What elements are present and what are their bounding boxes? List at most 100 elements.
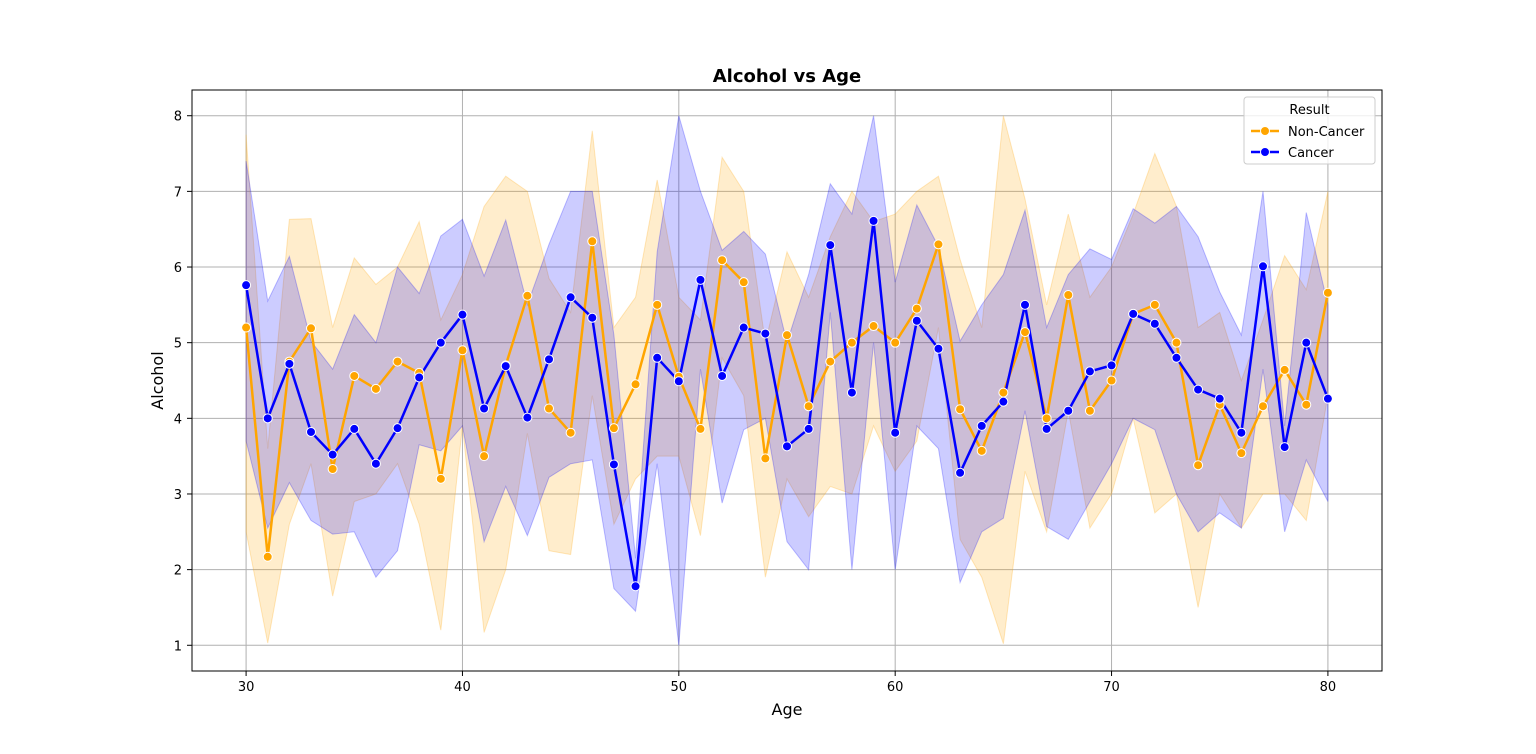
cancer-point (457, 309, 468, 320)
cancer-point (349, 423, 360, 434)
non-cancer-point (1063, 290, 1074, 301)
cancer-point (522, 412, 533, 423)
cancer-confidence-band (245, 115, 1329, 646)
non-cancer-point (1236, 448, 1247, 459)
cancer-legend-marker (1260, 147, 1270, 157)
non-cancer-point (652, 299, 663, 310)
non-cancer-point (1258, 401, 1268, 412)
cancer-point (500, 361, 511, 372)
x-axis-label: Age (772, 700, 803, 719)
plot-frame (191, 89, 1383, 672)
non-cancer-point (890, 337, 901, 348)
cancer-point (306, 426, 316, 437)
x-tick-label: 50 (671, 680, 688, 695)
cancer-point (284, 358, 295, 369)
non-cancer-point (262, 551, 273, 562)
non-cancer-point (1171, 337, 1182, 348)
y-tick-label: 7 (174, 185, 182, 200)
non-cancer-point (327, 464, 338, 475)
non-cancer-point (457, 345, 468, 356)
non-cancer-point (1020, 327, 1030, 338)
non-cancer-point (349, 370, 360, 381)
cancer-point (479, 403, 490, 414)
cancer-point (933, 343, 944, 354)
cancer-point (1106, 360, 1117, 371)
non-cancer-point (1084, 405, 1095, 416)
non-cancer-point (1041, 413, 1052, 424)
y-tick-label: 3 (174, 488, 182, 503)
y-tick-label: 4 (174, 412, 182, 427)
legend: Result Non-Cancer Cancer (1243, 96, 1376, 165)
non-cancer-point (803, 401, 814, 412)
cancer-point (1084, 366, 1095, 377)
cancer-point (544, 354, 554, 365)
cancer-point (435, 337, 446, 348)
chart-title: Alcohol vs Age (713, 66, 862, 87)
y-tick-label: 8 (174, 110, 182, 125)
non-cancer-point (1149, 299, 1160, 310)
cancer-point (911, 315, 922, 326)
non-cancer-point (717, 255, 728, 266)
cancer-point (673, 376, 684, 387)
non-cancer-point (1193, 460, 1204, 471)
cancer-point (262, 413, 273, 424)
y-axis-label: Alcohol (148, 351, 167, 409)
non-cancer-point (1301, 399, 1312, 410)
cancer-point (846, 387, 857, 398)
cancer-point (1193, 384, 1204, 395)
non-cancer-point (392, 356, 403, 367)
cancer-point (1236, 427, 1247, 438)
non-cancer-legend-marker (1260, 126, 1270, 136)
cancer-point (327, 449, 338, 460)
non-cancer-point (565, 427, 576, 438)
y-tick-label: 2 (174, 564, 182, 579)
y-tick-label: 1 (174, 639, 182, 654)
non-cancer-point (933, 239, 944, 250)
cancer-point (868, 215, 879, 226)
non-cancer-point (695, 423, 706, 434)
x-tick-label: 70 (1103, 680, 1120, 695)
non-cancer-point (738, 277, 749, 288)
non-cancer-point (479, 451, 490, 462)
non-cancer-point (1279, 364, 1290, 375)
cancer-point (738, 322, 749, 333)
cancer-point (890, 427, 901, 438)
cancer-point (1279, 442, 1290, 453)
non-cancer-point (306, 323, 316, 334)
x-tick-label: 80 (1320, 680, 1337, 695)
cancer-point (1041, 423, 1052, 434)
cancer-point (760, 328, 771, 339)
cancer-point (1301, 337, 1312, 348)
cancer-point (652, 352, 663, 363)
non-cancer-point (587, 236, 598, 247)
cancer-point (717, 370, 728, 381)
y-axis-ticks: 1 2 3 4 5 6 7 8 (174, 110, 192, 654)
x-tick-label: 30 (238, 680, 255, 695)
non-cancer-point (976, 445, 987, 456)
non-cancer-point (608, 423, 619, 434)
x-tick-label: 40 (454, 680, 471, 695)
x-axis-ticks: 30 40 50 60 70 80 (238, 671, 1336, 695)
cancer-point (1063, 405, 1074, 416)
non-cancer-point (998, 387, 1009, 398)
non-cancer-point (544, 403, 554, 414)
cancer-point (976, 420, 987, 431)
non-cancer-point (630, 379, 641, 390)
cancer-point (1128, 308, 1139, 319)
cancer-point (1258, 261, 1268, 272)
cancer-point (1171, 352, 1182, 363)
non-cancer-point (760, 453, 771, 464)
non-cancer-point (955, 404, 966, 415)
cancer-point (241, 280, 252, 291)
cancer-point (587, 312, 598, 323)
cancer-point (370, 458, 381, 469)
cancer-point (695, 274, 706, 285)
x-tick-label: 60 (887, 680, 904, 695)
cancer-legend-label: Cancer (1288, 146, 1334, 161)
non-cancer-legend-label: Non-Cancer (1288, 125, 1365, 140)
cancer-point (825, 240, 836, 251)
cancer-point (565, 292, 576, 303)
cancer-point (414, 372, 425, 383)
confidence-bands (245, 115, 1329, 646)
